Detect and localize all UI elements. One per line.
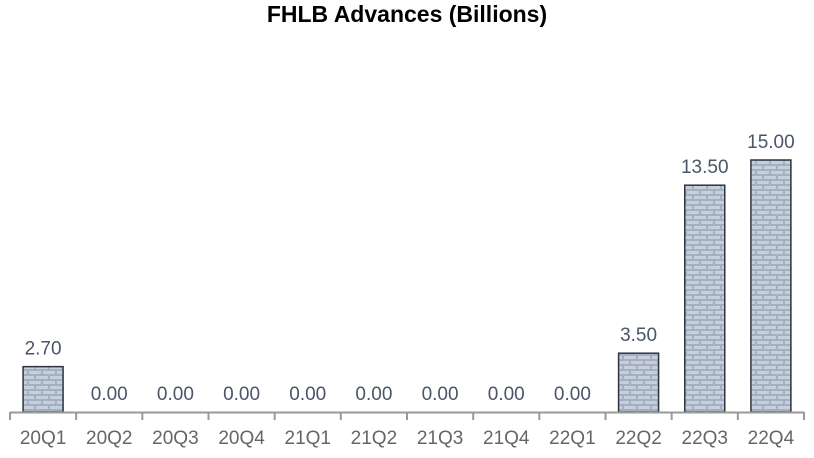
value-label: 0.00 (355, 384, 392, 405)
value-label: 0.00 (289, 384, 326, 405)
bar-22q4 (750, 159, 792, 413)
x-tick-label: 21Q3 (417, 428, 463, 449)
value-label: 15.00 (747, 132, 795, 153)
x-tick-label: 21Q2 (351, 428, 397, 449)
bar-22q2 (617, 352, 660, 413)
value-label: 0.00 (554, 384, 591, 405)
x-tick-label: 20Q1 (20, 428, 66, 449)
x-axis (9, 411, 805, 420)
x-tick-label: 22Q4 (748, 428, 795, 449)
value-label: 0.00 (422, 384, 459, 405)
x-tick-label: 20Q4 (218, 428, 265, 449)
chart-title: FHLB Advances (Billions) (266, 1, 548, 27)
value-label: 3.50 (620, 325, 657, 346)
x-tick-label: 22Q3 (682, 428, 728, 449)
x-tick-label: 21Q4 (483, 428, 530, 449)
x-tick-label: 20Q3 (152, 428, 198, 449)
x-tick-label: 22Q2 (615, 428, 661, 449)
value-label: 2.70 (25, 339, 62, 360)
x-tick-label: 22Q1 (549, 428, 595, 449)
value-label: 0.00 (488, 384, 525, 405)
value-label: 0.00 (157, 384, 194, 405)
bar-20q1 (22, 365, 64, 413)
value-label: 0.00 (91, 384, 128, 405)
bar-22q3 (684, 184, 726, 413)
x-tick-label: 21Q1 (285, 428, 331, 449)
x-tick-label: 20Q2 (86, 428, 132, 449)
value-label: 0.00 (223, 384, 260, 405)
bars-layer (22, 159, 792, 413)
labels-layer: 2.70 20Q1 0.00 20Q2 0.00 20Q3 0.00 20Q4 0.00 21Q1… (20, 132, 795, 449)
value-label: 13.50 (681, 157, 729, 178)
